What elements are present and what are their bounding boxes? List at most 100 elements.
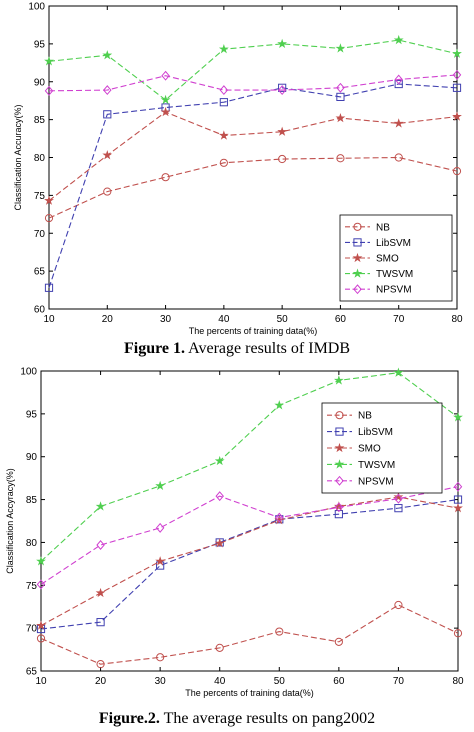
data-point [393,118,404,128]
figure-2: 10 20 30 40 50 60 70 80 65 70 75 80 85 90 95 100 The per… [0,364,474,732]
x-tick-label: 30 [160,314,172,325]
y-tick-label: 80 [34,153,46,164]
data-point [334,502,344,513]
data-point [277,126,288,136]
data-point [334,637,343,646]
caption-text: Average results of IMDB [185,340,351,357]
data-point [393,491,404,502]
series-nb [44,153,462,223]
data-point [335,112,346,123]
x-tick-label: 40 [218,314,230,325]
data-point [44,214,54,223]
x-tick-label: 70 [393,314,405,325]
data-point [452,111,462,121]
series-line [48,74,458,92]
series-line [48,83,458,288]
data-point [160,106,171,117]
y-tick-label: 70 [26,624,38,635]
y-tick-label: 90 [34,77,46,88]
data-point [44,85,54,96]
data-point [219,98,228,107]
series-line [40,496,459,627]
x-tick-label: 30 [155,676,167,687]
chart-pang2002: 10 20 30 40 50 60 70 80 65 70 75 80 85 90 95 100 The per… [5,367,464,699]
legend-marker [353,238,362,247]
x-tick-label: 10 [35,676,47,687]
data-point [394,74,403,85]
figure-1: 10 20 30 40 50 60 70 80 60 65 70 75 80 85 90 95 100 The p… [0,2,474,358]
data-point [393,34,404,45]
legend-label-libsvm: LibSVM [376,238,411,249]
legend-label-npsvm: NPSVM [358,476,394,487]
y-tick-label: 80 [26,538,38,549]
data-point [278,83,287,92]
data-point [155,480,166,491]
y-tick-label: 65 [34,267,46,278]
y-axis-label: Classification Accyracy(%) [5,468,15,574]
legend-marker [352,252,363,263]
data-point [333,375,344,385]
x-axis: 10 20 30 40 50 60 70 80 [35,371,464,687]
data-point [36,556,46,566]
data-point [277,85,287,96]
legend-label-smo: SMO [376,254,399,265]
data-point [103,187,112,196]
data-point [95,587,106,598]
data-point [453,629,463,638]
series-line [48,111,458,202]
series-line [48,156,458,219]
data-point [274,400,285,410]
x-tick-label: 20 [102,314,114,325]
y-tick-label: 85 [26,495,38,506]
y-tick-label: 90 [26,452,38,463]
series-line [40,499,459,630]
data-point [102,150,113,160]
legend-marker [352,268,363,278]
data-point [156,653,165,662]
x-tick-label: 50 [274,676,286,687]
legend-marker [335,475,344,486]
x-tick-label: 60 [333,676,345,687]
plot-area [40,370,459,672]
data-point [215,643,224,652]
data-point [394,504,403,513]
caption-label: Figure 1. [123,340,186,357]
series-line [40,372,459,562]
x-tick-label: 20 [95,676,107,687]
data-point [453,481,463,492]
data-point [394,493,403,504]
data-point [393,367,404,377]
data-point [219,158,228,167]
legend-marker [353,284,362,295]
y-tick-label: 100 [28,2,45,13]
y-tick-label: 85 [34,115,46,126]
data-point [103,85,112,96]
series-smo [36,491,463,630]
figure-2-caption: Figure.2. The average results on pang200… [0,710,474,728]
data-point [44,56,54,66]
series-twsvm [36,367,463,566]
data-point [336,154,345,163]
data-point [453,502,463,513]
data-point [452,83,462,92]
y-axis: 65 70 75 80 85 90 95 100 [20,367,458,678]
y-tick-label: 70 [34,229,46,240]
data-point [334,510,343,519]
series-npsvm [36,481,463,590]
data-point [278,154,287,164]
data-point [96,660,105,669]
data-point [96,618,105,627]
figure-1-caption: Figure 1. Average results of IMDB [0,340,474,358]
x-axis-label: The percents of training data(%) [185,688,314,698]
data-point [155,522,165,533]
data-point [218,130,229,140]
series-libsvm [36,495,463,634]
chart-imdb: 10 20 30 40 50 60 70 80 60 65 70 75 80 85 90 95 100 The p… [13,2,463,337]
legend-marker [334,442,345,453]
data-point [453,412,463,422]
data-point [103,110,112,119]
data-point [218,44,229,54]
data-point [333,501,344,511]
series-nb [36,600,463,669]
data-point [275,627,284,636]
